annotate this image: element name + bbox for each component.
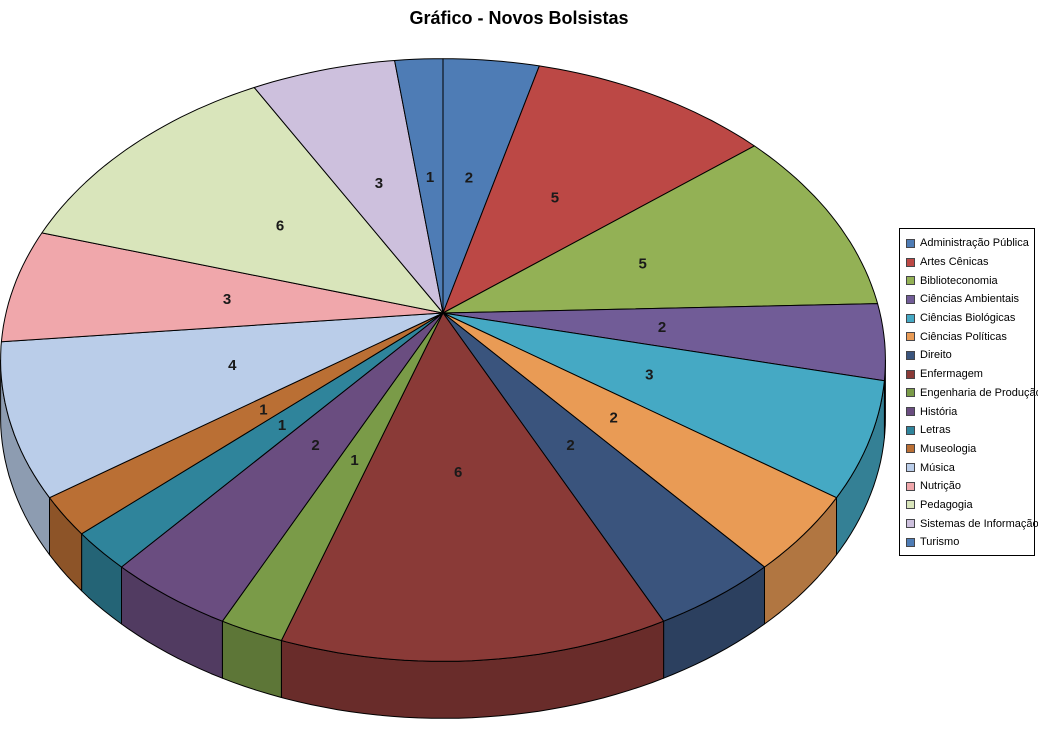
legend-item-ciencias-biologicas: Ciências Biológicas — [906, 309, 1031, 328]
legend-swatch-icon — [906, 257, 915, 267]
legend-item-letras: Letras — [906, 421, 1031, 440]
legend-item-sistemas-de-informacao: Sistemas de Informação — [906, 514, 1038, 533]
pie-slice-turismo — [394, 58, 444, 314]
legend-item-ciencias-ambientais: Ciências Ambientais — [906, 290, 1031, 309]
data-label-nutricao: 3 — [223, 291, 231, 308]
pie-slice-pedagogia — [41, 87, 444, 314]
legend-swatch-icon — [906, 332, 915, 342]
legend-item-musica: Música — [906, 458, 1031, 477]
legend-swatch-icon — [906, 276, 915, 286]
data-label-museologia: 1 — [259, 401, 267, 418]
legend-item-nutricao: Nutrição — [906, 477, 1031, 496]
data-label-ciencias-ambientais: 2 — [658, 319, 666, 336]
legend-item-label: Ciências Biológicas — [920, 312, 1016, 325]
legend-item-label: Engenharia de Produção — [920, 386, 1038, 399]
pie-slice-enfermagem — [280, 312, 665, 662]
legend-swatch-icon — [906, 350, 915, 360]
legend-item-label: Turismo — [920, 536, 960, 549]
legend-item-label: Direito — [920, 349, 952, 362]
legend-item-engenharia-de-producao: Engenharia de Produção — [906, 384, 1038, 403]
data-label-turismo: 1 — [426, 169, 434, 186]
legend-item-label: Ciências Políticas — [920, 330, 1007, 343]
data-label-biblioteconomia: 5 — [639, 256, 647, 273]
legend-item-museologia: Museologia — [906, 440, 1031, 459]
data-label-sistemas-de-informacao: 3 — [375, 175, 383, 192]
data-label-historia: 2 — [311, 437, 319, 454]
legend-swatch-icon — [906, 444, 915, 454]
legend-item-label: Letras — [920, 424, 951, 437]
legend-swatch-icon — [906, 369, 915, 379]
pie-slice-engenharia-de-producao — [221, 312, 444, 641]
legend-item-label: Música — [920, 461, 955, 474]
pie-slice-ciencias-biologicas — [442, 312, 885, 499]
pie-top-faces — [0, 58, 886, 662]
data-label-administracao-publica: 2 — [465, 170, 473, 187]
data-label-artes-cenicas: 5 — [551, 189, 559, 206]
legend-swatch-icon — [906, 537, 915, 547]
pie-slice-artes-cenicas — [442, 65, 755, 314]
legend-item-label: Sistemas de Informação — [920, 517, 1038, 530]
pie-slice-musica — [0, 312, 444, 499]
data-label-pedagogia: 6 — [276, 218, 284, 235]
legend-swatch-icon — [906, 238, 915, 248]
pie-slice-biblioteconomia — [442, 145, 879, 314]
legend-swatch-icon — [906, 500, 915, 510]
legend-item-enfermagem: Enfermagem — [906, 365, 1031, 384]
data-label-letras: 1 — [278, 417, 286, 434]
legend-item-label: Administração Pública — [920, 237, 1029, 250]
pie-slice-letras — [81, 312, 444, 568]
data-label-ciencias-politicas: 2 — [610, 409, 618, 426]
legend-swatch-icon — [906, 425, 915, 435]
pie-slice-historia — [121, 312, 444, 622]
legend-item-ciencias-politicas: Ciências Políticas — [906, 327, 1031, 346]
legend-item-label: Biblioteconomia — [920, 274, 998, 287]
pie-slice-administracao-publica — [442, 58, 540, 314]
legend-swatch-icon — [906, 388, 915, 398]
chart-title: Gráfico - Novos Bolsistas — [409, 8, 629, 28]
legend-item-turismo: Turismo — [906, 533, 1031, 552]
legend-item-label: Ciências Ambientais — [920, 293, 1020, 306]
pie-slice-direito — [442, 312, 765, 622]
pie-slice-nutricao — [0, 232, 444, 343]
legend-item-label: Artes Cênicas — [920, 256, 989, 269]
legend-swatch-icon — [906, 519, 915, 529]
legend-item-label: Nutrição — [920, 480, 961, 493]
legend-item-pedagogia: Pedagogia — [906, 496, 1031, 515]
legend-item-direito: Direito — [906, 346, 1031, 365]
pie-slice-ciencias-ambientais — [442, 303, 886, 382]
legend-item-administracao-publica: Administração Pública — [906, 234, 1031, 253]
legend-item-artes-cenicas: Artes Cênicas — [906, 253, 1031, 272]
data-label-musica: 4 — [228, 357, 237, 374]
legend-item-label: Museologia — [920, 442, 977, 455]
legend-item-label: História — [920, 405, 958, 418]
pie-slice-museologia — [49, 312, 444, 535]
legend-swatch-icon — [906, 313, 915, 323]
legend-item-label: Pedagogia — [920, 498, 973, 511]
legend-swatch-icon — [906, 407, 915, 417]
legend: Administração Pública Artes Cênicas Biblio… — [899, 228, 1038, 556]
legend-item-historia: História — [906, 402, 1031, 421]
legend-swatch-icon — [906, 294, 915, 304]
legend-item-label: Enfermagem — [920, 368, 983, 381]
pie-slice-sistemas-de-informacao — [253, 60, 444, 314]
data-label-direito: 2 — [566, 437, 574, 454]
legend-swatch-icon — [906, 463, 915, 473]
data-label-engenharia-de-producao: 1 — [350, 452, 358, 469]
data-label-enfermagem: 6 — [454, 464, 462, 481]
legend-swatch-icon — [906, 481, 915, 491]
data-label-ciencias-biologicas: 3 — [645, 366, 653, 383]
pie-slice-ciencias-politicas — [442, 312, 837, 568]
legend-item-biblioteconomia: Biblioteconomia — [906, 271, 1031, 290]
